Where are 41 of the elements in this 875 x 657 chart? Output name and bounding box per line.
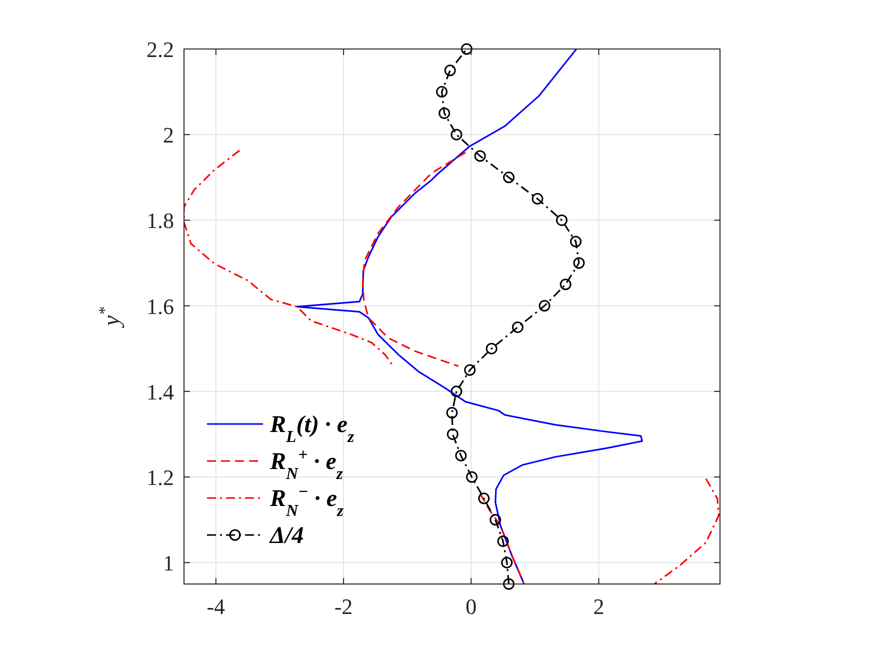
x-tick-label: -4 bbox=[206, 594, 226, 619]
y-tick-label: 1.8 bbox=[146, 208, 174, 234]
point bbox=[455, 450, 467, 462]
point bbox=[436, 86, 448, 98]
point bbox=[556, 214, 568, 226]
point bbox=[532, 193, 544, 205]
y-tick-label: 1.6 bbox=[146, 294, 174, 319]
x-tick-label: 0 bbox=[466, 594, 477, 619]
point bbox=[497, 535, 509, 547]
point bbox=[512, 321, 524, 333]
point bbox=[446, 428, 458, 440]
y-tick-label: 2.2 bbox=[146, 37, 174, 62]
x-tick-label: -2 bbox=[334, 594, 353, 619]
point bbox=[538, 300, 550, 312]
y-tick-label: 1 bbox=[163, 550, 174, 576]
point bbox=[444, 64, 456, 76]
point bbox=[560, 278, 572, 290]
point bbox=[503, 578, 515, 590]
y-tick-label: 2 bbox=[163, 122, 174, 148]
point bbox=[490, 514, 502, 526]
point bbox=[503, 172, 515, 184]
y-tick-label: 1.4 bbox=[146, 379, 174, 404]
legend-label: R$_{L}$(t) · e$_{z}$ bbox=[269, 412, 355, 446]
legend-label: Δ/4 bbox=[269, 523, 304, 549]
y-tick-label: 1.2 bbox=[146, 465, 174, 490]
point bbox=[478, 492, 490, 504]
point bbox=[501, 556, 513, 568]
point bbox=[446, 407, 458, 419]
point bbox=[570, 236, 582, 248]
point bbox=[460, 43, 472, 55]
point bbox=[486, 342, 498, 354]
legend-label: R$_{N}$$^{+}$ · e$_{z}$ bbox=[269, 444, 344, 482]
legend-label: R$_{N}$$^{−}$ · e$_{z}$ bbox=[269, 482, 344, 520]
point bbox=[450, 386, 462, 398]
point bbox=[474, 150, 486, 162]
point bbox=[466, 471, 478, 483]
point bbox=[438, 107, 450, 119]
x-tick-label: 2 bbox=[593, 594, 604, 619]
point bbox=[573, 257, 585, 269]
point bbox=[450, 128, 462, 140]
point bbox=[464, 364, 476, 376]
